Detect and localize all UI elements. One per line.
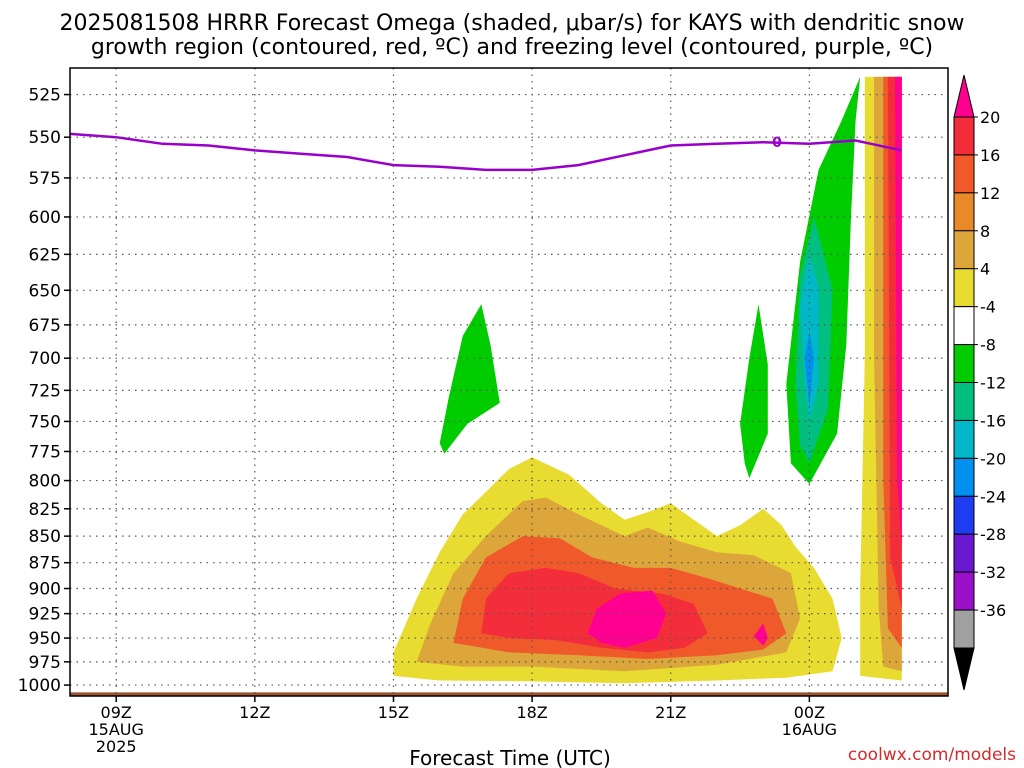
omega-region-rising-mid-17z: [439, 304, 500, 454]
colorbar-label-1: 16: [980, 146, 1000, 165]
x-tick-label-00Z-1: 16AUG: [782, 720, 837, 739]
y-tick-label-725: 725: [29, 381, 61, 401]
y-tick-label-900: 900: [29, 580, 61, 600]
plot-area: 0: [70, 76, 948, 696]
y-tick-label-600: 600: [29, 208, 61, 228]
x-tick-label-21Z-0: 21Z: [655, 703, 686, 722]
colorbar: 20 16 12 8 4 -4 -8 -12 -16 -20 -24 -28 -32 -36: [953, 74, 1006, 691]
plot-content: 0: [70, 76, 948, 696]
colorbar-swatch-14: [953, 609, 975, 649]
x-tick-label-00Z-0: 00Z: [794, 703, 825, 722]
colorbar-swatch-13: [953, 571, 975, 611]
plot-frame: [69, 67, 949, 697]
freezing-level-label: 0: [772, 135, 782, 151]
colorbar-label-5: -4: [980, 298, 996, 317]
colorbar-top-arrow: [953, 74, 975, 118]
y-tick-label-525: 525: [29, 86, 61, 106]
colorbar-swatch-4: [953, 230, 975, 270]
axes: 525 550 575 600 625 650 675 700 725 750 775 800 825 8…: [18, 67, 949, 756]
x-axis-label: Forecast Time (UTC): [409, 746, 611, 768]
y-tick-label-750: 750: [29, 412, 61, 432]
y-tick-label-975: 975: [29, 653, 61, 673]
surface-strip: [70, 692, 948, 696]
colorbar-label-11: -28: [980, 525, 1006, 544]
y-tick-label-550: 550: [29, 128, 61, 148]
colorbar-swatch-10: [953, 457, 975, 497]
omega-region-sink-low-20: [587, 590, 667, 648]
colorbar-swatch-7: [953, 344, 975, 384]
x-tick-label-12Z-0: 12Z: [239, 703, 270, 722]
y-tick-label-875: 875: [29, 554, 61, 574]
credit-text: coolwx.com/models: [848, 745, 1016, 765]
omega-region-rising-00z-core: [804, 331, 814, 407]
omega-region-rising-mid-22z: [740, 304, 768, 479]
y-tick-label-775: 775: [29, 442, 61, 462]
colorbar-label-9: -20: [980, 449, 1006, 468]
colorbar-label-7: -12: [980, 374, 1006, 393]
colorbar-label-4: 4: [980, 260, 990, 279]
colorbar-label-6: -8: [980, 336, 996, 355]
y-tick-label-825: 825: [29, 500, 61, 520]
y-tick-label-650: 650: [29, 281, 61, 301]
y-tick-label-850: 850: [29, 527, 61, 547]
colorbar-swatch-8: [953, 382, 975, 421]
colorbar-swatch-6: [953, 306, 975, 346]
y-tick-label-800: 800: [29, 472, 61, 492]
y-tick-label-700: 700: [29, 349, 61, 369]
omega-region-sink-edge-20: [894, 76, 902, 547]
colorbar-label-2: 12: [980, 184, 1000, 203]
colorbar-label-0: 20: [980, 108, 1000, 127]
colorbar-swatch-11: [953, 495, 975, 535]
x-tick-label-09Z-2: 2025: [96, 737, 137, 756]
y-tick-label-925: 925: [29, 605, 61, 625]
colorbar-swatch-3: [953, 192, 975, 232]
grid-lines: [70, 68, 948, 696]
y-tick-label-1000: 1000: [18, 676, 61, 696]
y-tick-label-675: 675: [29, 316, 61, 336]
colorbar-label-12: -32: [980, 563, 1006, 582]
freezing-level-line: [70, 132, 903, 172]
y-tick-label-625: 625: [29, 245, 61, 265]
colorbar-label-8: -16: [980, 411, 1006, 430]
chart-title-line-1: 2025081508 HRRR Forecast Omega (shaded, …: [60, 11, 965, 36]
colorbar-label-3: 8: [980, 222, 990, 241]
colorbar-swatch-2: [953, 154, 975, 194]
x-tick-label-09Z-0: 09Z: [101, 703, 132, 722]
chart-title-line-2: growth region (contoured, red, ºC) and f…: [91, 35, 933, 60]
x-tick-label-15Z-0: 15Z: [378, 703, 409, 722]
y-tick-label-575: 575: [29, 169, 61, 189]
colorbar-swatch-9: [953, 419, 975, 459]
colorbar-swatch-5: [953, 268, 975, 308]
x-tick-label-18Z-0: 18Z: [516, 703, 547, 722]
colorbar-swatch-1: [953, 116, 975, 156]
omega-region-sink-low-20b: [753, 623, 768, 646]
y-tick-label-950: 950: [29, 629, 61, 649]
colorbar-label-13: -36: [980, 601, 1006, 620]
colorbar-bottom-arrow: [953, 647, 975, 691]
colorbar-label-10: -24: [980, 487, 1006, 506]
x-tick-label-09Z-1: 15AUG: [88, 720, 143, 739]
colorbar-swatch-12: [953, 533, 975, 573]
